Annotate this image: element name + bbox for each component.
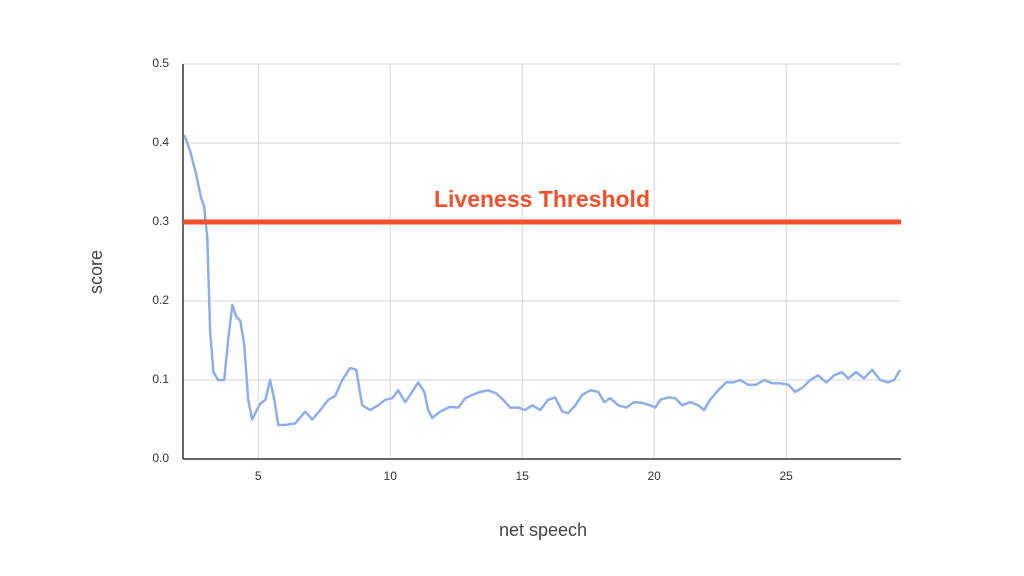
x-tick-label: 20 <box>648 469 662 483</box>
y-tick-label: 0.0 <box>152 451 169 465</box>
x-axis-title: net speech <box>499 520 587 540</box>
data-line <box>183 134 902 427</box>
x-tick-label: 10 <box>384 469 398 483</box>
y-tick-label: 0.3 <box>152 214 169 228</box>
y-tick-label: 0.2 <box>152 293 169 307</box>
x-tick-label: 15 <box>516 469 530 483</box>
y-axis-title: score <box>86 250 106 294</box>
y-tick-label: 0.4 <box>152 135 169 149</box>
threshold-label: Liveness Threshold <box>434 186 650 212</box>
y-tick-label: 0.1 <box>152 372 169 386</box>
x-tick-label: 5 <box>255 469 262 483</box>
x-tick-label: 25 <box>779 469 793 483</box>
y-tick-label: 0.5 <box>152 56 169 70</box>
